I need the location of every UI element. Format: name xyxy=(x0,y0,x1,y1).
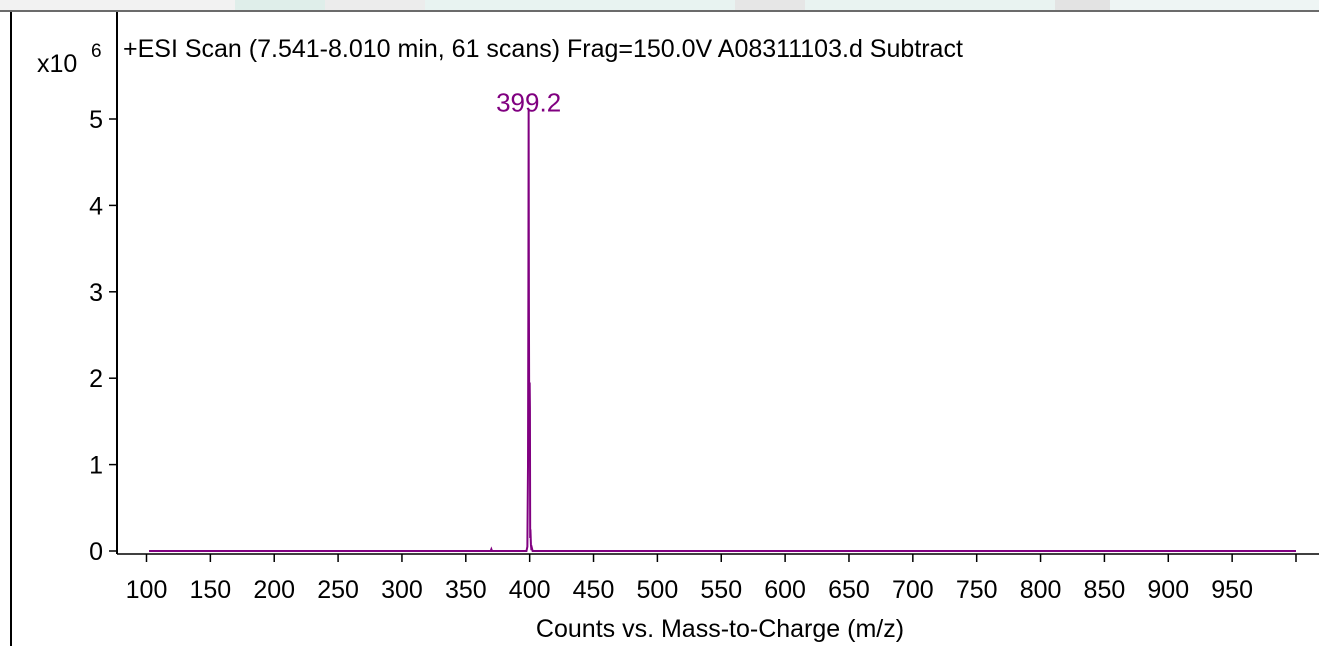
x-tick-label: 550 xyxy=(700,576,742,604)
y-tick-label: 2 xyxy=(89,365,103,393)
x-tick-label: 250 xyxy=(317,576,359,604)
x-tick-label: 300 xyxy=(381,576,423,604)
x-tick-label: 200 xyxy=(253,576,295,604)
y-tick-label: 4 xyxy=(89,192,103,220)
y-tick-label: 1 xyxy=(89,452,103,480)
y-tick-label: 0 xyxy=(89,538,103,566)
x-tick-label: 350 xyxy=(445,576,487,604)
x-tick-label: 600 xyxy=(764,576,806,604)
x-tick-label: 800 xyxy=(1020,576,1062,604)
y-axis-ticks: 0 1 2 3 4 5 xyxy=(89,106,117,566)
x-tick-label: 100 xyxy=(126,576,168,604)
peak-annotations: 399.2 xyxy=(496,88,561,118)
spectrum-series xyxy=(149,108,1296,552)
y-scale-label: x10 xyxy=(37,50,77,78)
peak-label: 399.2 xyxy=(496,88,561,118)
window-top-strip xyxy=(0,0,1319,12)
y-scale-exponent: 6 xyxy=(91,41,102,62)
spectrum-line xyxy=(149,108,1296,552)
x-tick-label: 700 xyxy=(892,576,934,604)
x-tick-label: 650 xyxy=(828,576,870,604)
x-tick-label: 750 xyxy=(956,576,998,604)
x-tick-label: 450 xyxy=(573,576,615,604)
x-tick-label: 150 xyxy=(190,576,232,604)
y-tick-label: 5 xyxy=(89,106,103,134)
x-axis-label: Counts vs. Mass-to-Charge (m/z) xyxy=(536,615,904,643)
x-axis-ticks: 100 150 200 250 300 350 400 450 500 550 600 650 700 7… xyxy=(126,554,1297,604)
y-tick-label: 3 xyxy=(89,279,103,307)
x-tick-label: 900 xyxy=(1147,576,1189,604)
chart-title: +ESI Scan (7.541-8.010 min, 61 scans) Fr… xyxy=(123,35,963,63)
x-tick-label: 850 xyxy=(1084,576,1126,604)
x-tick-label: 500 xyxy=(637,576,679,604)
x-tick-label: 400 xyxy=(509,576,551,604)
x-tick-label: 950 xyxy=(1211,576,1253,604)
